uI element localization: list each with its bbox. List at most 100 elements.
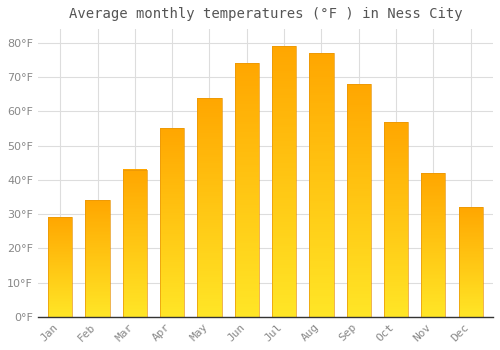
- Bar: [384, 131, 408, 133]
- Bar: [421, 193, 446, 195]
- Bar: [310, 143, 334, 145]
- Bar: [384, 121, 408, 317]
- Bar: [346, 107, 371, 110]
- Bar: [384, 208, 408, 209]
- Bar: [198, 238, 222, 240]
- Bar: [198, 260, 222, 262]
- Bar: [421, 310, 446, 311]
- Bar: [48, 250, 72, 251]
- Bar: [421, 209, 446, 210]
- Bar: [234, 76, 259, 78]
- Bar: [272, 198, 296, 201]
- Bar: [458, 236, 483, 237]
- Bar: [234, 200, 259, 203]
- Bar: [384, 237, 408, 239]
- Bar: [272, 146, 296, 149]
- Bar: [122, 273, 147, 274]
- Bar: [384, 215, 408, 217]
- Bar: [86, 248, 110, 249]
- Bar: [234, 119, 259, 121]
- Bar: [160, 166, 184, 168]
- Bar: [272, 209, 296, 211]
- Bar: [198, 225, 222, 227]
- Bar: [421, 230, 446, 232]
- Bar: [86, 260, 110, 261]
- Bar: [421, 279, 446, 281]
- Bar: [234, 117, 259, 119]
- Bar: [234, 94, 259, 96]
- Bar: [48, 300, 72, 301]
- Bar: [198, 301, 222, 304]
- Bar: [234, 215, 259, 218]
- Bar: [86, 250, 110, 252]
- Bar: [160, 268, 184, 270]
- Bar: [346, 100, 371, 103]
- Bar: [310, 282, 334, 285]
- Bar: [421, 248, 446, 249]
- Bar: [272, 279, 296, 282]
- Bar: [160, 128, 184, 130]
- Bar: [458, 286, 483, 287]
- Bar: [421, 240, 446, 242]
- Bar: [458, 308, 483, 309]
- Bar: [384, 182, 408, 184]
- Bar: [384, 149, 408, 151]
- Bar: [458, 314, 483, 315]
- Bar: [48, 273, 72, 274]
- Bar: [198, 144, 222, 146]
- Bar: [198, 253, 222, 255]
- Bar: [234, 268, 259, 271]
- Bar: [122, 255, 147, 257]
- Bar: [346, 287, 371, 289]
- Bar: [48, 224, 72, 225]
- Bar: [421, 228, 446, 229]
- Bar: [421, 242, 446, 244]
- Bar: [122, 261, 147, 262]
- Bar: [346, 177, 371, 179]
- Bar: [384, 124, 408, 125]
- Bar: [122, 295, 147, 296]
- Bar: [198, 280, 222, 282]
- Bar: [458, 272, 483, 273]
- Bar: [272, 84, 296, 87]
- Bar: [160, 266, 184, 268]
- Bar: [234, 149, 259, 152]
- Bar: [421, 212, 446, 213]
- Bar: [122, 281, 147, 283]
- Bar: [346, 296, 371, 298]
- Bar: [160, 211, 184, 213]
- Bar: [234, 292, 259, 294]
- Bar: [48, 293, 72, 294]
- Bar: [310, 253, 334, 256]
- Bar: [346, 93, 371, 96]
- Bar: [458, 287, 483, 288]
- Bar: [346, 231, 371, 233]
- Bar: [458, 285, 483, 286]
- Bar: [346, 280, 371, 282]
- Bar: [384, 217, 408, 219]
- Bar: [458, 264, 483, 265]
- Bar: [86, 312, 110, 313]
- Bar: [384, 174, 408, 176]
- Bar: [458, 283, 483, 284]
- Bar: [310, 248, 334, 251]
- Bar: [198, 163, 222, 166]
- Bar: [234, 74, 259, 76]
- Bar: [86, 228, 110, 230]
- Bar: [160, 208, 184, 209]
- Bar: [48, 270, 72, 271]
- Bar: [48, 285, 72, 286]
- Bar: [234, 114, 259, 117]
- Bar: [198, 223, 222, 225]
- Bar: [346, 273, 371, 275]
- Bar: [234, 276, 259, 279]
- Bar: [48, 305, 72, 306]
- Bar: [310, 53, 334, 56]
- Bar: [234, 111, 259, 114]
- Bar: [160, 204, 184, 206]
- Bar: [234, 78, 259, 81]
- Bar: [384, 141, 408, 143]
- Bar: [272, 103, 296, 106]
- Bar: [234, 134, 259, 137]
- Bar: [122, 229, 147, 230]
